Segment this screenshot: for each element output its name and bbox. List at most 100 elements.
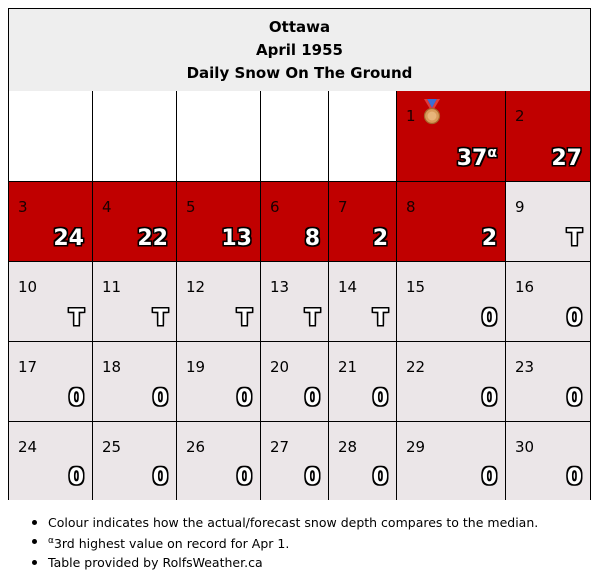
footnote-text: Table provided by RolfsWeather.ca — [48, 555, 263, 570]
day-cell: 12 T — [177, 262, 261, 342]
snow-depth-number: 0 — [566, 386, 582, 411]
snow-depth-number: T — [372, 306, 388, 331]
day-number: 10 — [18, 278, 38, 296]
day-cell: 1 37α — [397, 91, 506, 182]
day-number: 9 — [515, 198, 525, 216]
footnote-item: α3rd highest value on record for Apr 1. — [30, 532, 538, 553]
snow-depth-value: 22 — [137, 226, 168, 251]
day-number: 22 — [406, 358, 426, 376]
day-cell: 5 13 — [177, 182, 261, 262]
day-number: 21 — [338, 358, 358, 376]
snow-depth-value: 0 — [305, 386, 320, 411]
snow-depth-value: 0 — [237, 386, 252, 411]
day-cell: 2 27 — [506, 91, 590, 182]
day-cell: 11 T — [93, 262, 177, 342]
day-cell: 4 22 — [93, 182, 177, 262]
snow-calendar-table: Ottawa April 1955 Daily Snow On The Grou… — [8, 8, 591, 500]
day-cell: 10 T — [9, 262, 93, 342]
day-number: 30 — [515, 438, 535, 456]
snow-depth-value: 0 — [567, 386, 582, 411]
snow-depth-value: 0 — [373, 465, 388, 490]
day-number: 19 — [186, 358, 206, 376]
snow-depth-number: 0 — [152, 465, 168, 490]
day-number: 17 — [18, 358, 38, 376]
snow-depth-value: 0 — [482, 465, 497, 490]
snow-depth-value: T — [567, 226, 582, 251]
snow-depth-number: 0 — [566, 306, 582, 331]
snow-depth-value: 2 — [373, 226, 388, 251]
day-number: 15 — [406, 278, 426, 296]
day-number: 24 — [18, 438, 38, 456]
footnote-item: Table provided by RolfsWeather.ca — [30, 553, 538, 572]
day-number: 29 — [406, 438, 426, 456]
day-cell: 28 0 — [329, 422, 397, 500]
snow-depth-value: T — [69, 306, 84, 331]
day-number: 1 — [406, 107, 416, 125]
snow-depth-value: T — [373, 306, 388, 331]
day-number: 2 — [515, 107, 525, 125]
day-cell: 29 0 — [397, 422, 506, 500]
table-header: Ottawa April 1955 Daily Snow On The Grou… — [9, 9, 590, 92]
bronze-medal-icon — [423, 99, 441, 125]
day-cell: 15 0 — [397, 262, 506, 342]
snow-depth-value: 8 — [305, 226, 320, 251]
snow-depth-value: 0 — [482, 306, 497, 331]
day-cell: 13 T — [261, 262, 329, 342]
footnote-text: 3rd highest value on record for Apr 1. — [53, 536, 290, 551]
snow-depth-value: T — [305, 306, 320, 331]
calendar-grid: 1 37α 2 27 3 24 4 22 5 13 6 8 7 2 8 2 9 T 10 T 11 T 12 T 13 T 14 T 1… — [9, 91, 590, 500]
day-number: 4 — [102, 198, 112, 216]
snow-depth-value: 2 — [482, 226, 497, 251]
record-marker: α — [487, 145, 497, 161]
snow-depth-number: 0 — [481, 465, 497, 490]
snow-depth-number: 2 — [372, 226, 388, 251]
month-title: April 1955 — [256, 41, 343, 59]
metric-title: Daily Snow On The Ground — [186, 64, 413, 82]
city-title: Ottawa — [268, 18, 331, 36]
snow-depth-value: 0 — [305, 465, 320, 490]
empty-day-cell — [329, 91, 397, 182]
footnote-marker: α — [48, 536, 54, 546]
day-number: 3 — [18, 198, 28, 216]
snow-depth-value: 0 — [69, 465, 84, 490]
snow-depth-number: 37 — [456, 146, 488, 171]
day-number: 7 — [338, 198, 348, 216]
footnote-item: Colour indicates how the actual/forecast… — [30, 513, 538, 532]
day-number: 27 — [270, 438, 290, 456]
day-cell: 16 0 — [506, 262, 590, 342]
day-number: 20 — [270, 358, 290, 376]
snow-depth-number: 2 — [481, 226, 497, 251]
snow-depth-number: 0 — [152, 386, 168, 411]
day-number: 16 — [515, 278, 535, 296]
day-cell: 23 0 — [506, 342, 590, 422]
snow-depth-number: 0 — [236, 465, 252, 490]
snow-depth-number: 13 — [221, 226, 252, 251]
day-number: 28 — [338, 438, 358, 456]
snow-depth-number: 8 — [304, 226, 320, 251]
day-cell: 14 T — [329, 262, 397, 342]
snow-depth-number: T — [68, 306, 84, 331]
empty-day-cell — [9, 91, 93, 182]
day-cell: 21 0 — [329, 342, 397, 422]
snow-depth-value: T — [237, 306, 252, 331]
snow-depth-value: 0 — [237, 465, 252, 490]
snow-depth-value: 0 — [69, 386, 84, 411]
snow-depth-value: 0 — [153, 386, 168, 411]
day-cell: 20 0 — [261, 342, 329, 422]
day-number: 6 — [270, 198, 280, 216]
snow-depth-number: 0 — [304, 386, 320, 411]
day-cell: 22 0 — [397, 342, 506, 422]
snow-depth-value: 13 — [221, 226, 252, 251]
day-cell: 19 0 — [177, 342, 261, 422]
day-cell: 17 0 — [9, 342, 93, 422]
snow-depth-value: 0 — [482, 386, 497, 411]
snow-depth-number: 0 — [68, 386, 84, 411]
day-number: 12 — [186, 278, 206, 296]
snow-depth-number: 0 — [481, 306, 497, 331]
empty-day-cell — [177, 91, 261, 182]
snow-depth-value: 27 — [551, 146, 582, 171]
day-cell: 25 0 — [93, 422, 177, 500]
snow-depth-number: 24 — [53, 226, 84, 251]
day-number: 23 — [515, 358, 535, 376]
